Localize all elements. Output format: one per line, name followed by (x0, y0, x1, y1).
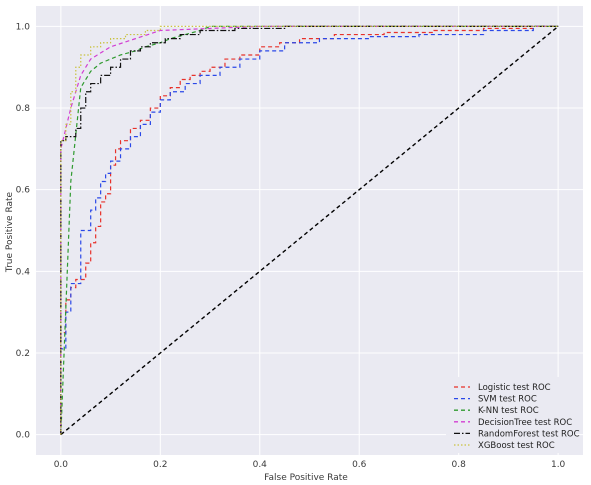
legend-label: DecisionTree test ROC (478, 418, 572, 428)
series-line-decisiontree-test-roc (60, 25, 559, 435)
legend-box (446, 377, 574, 453)
x-tick-label: 1.0 (551, 460, 566, 470)
y-tick-label: 0.6 (16, 186, 31, 196)
y-tick-label: 0.8 (16, 104, 31, 114)
series-layer (60, 25, 559, 436)
x-tick-label: 0.2 (153, 460, 167, 470)
series-line-svm-test-roc (60, 25, 559, 435)
grid (36, 6, 583, 455)
x-tick-label: 0.0 (54, 460, 69, 470)
series-line-randomforest-test-roc (60, 25, 559, 435)
ticks: 0.0 0.2 0.4 0.6 0.8 1.0 0.0 0.2 0.4 0.6 0.8 1.0 (16, 22, 566, 470)
legend-label: SVM test ROC (478, 395, 537, 405)
x-tick-label: 0.8 (452, 460, 467, 470)
y-tick-label: 0.0 (16, 431, 31, 441)
legend-label: RandomForest test ROC (478, 429, 580, 439)
series-line-xgboost-test-roc (60, 25, 559, 435)
y-tick-label: 0.4 (16, 267, 31, 277)
legend-label: Logistic test ROC (478, 383, 551, 393)
x-axis-label: False Positive Rate (264, 473, 348, 483)
legend-label: XGBoost test ROC (478, 441, 555, 451)
y-axis-label: True Positive Rate (5, 191, 15, 273)
y-tick-label: 0.2 (16, 349, 30, 359)
y-tick-label: 1.0 (16, 22, 31, 32)
chance-line (60, 25, 559, 436)
x-tick-label: 0.6 (352, 460, 367, 470)
x-tick-label: 0.4 (253, 460, 268, 470)
legend-label: K-NN test ROC (478, 406, 539, 416)
